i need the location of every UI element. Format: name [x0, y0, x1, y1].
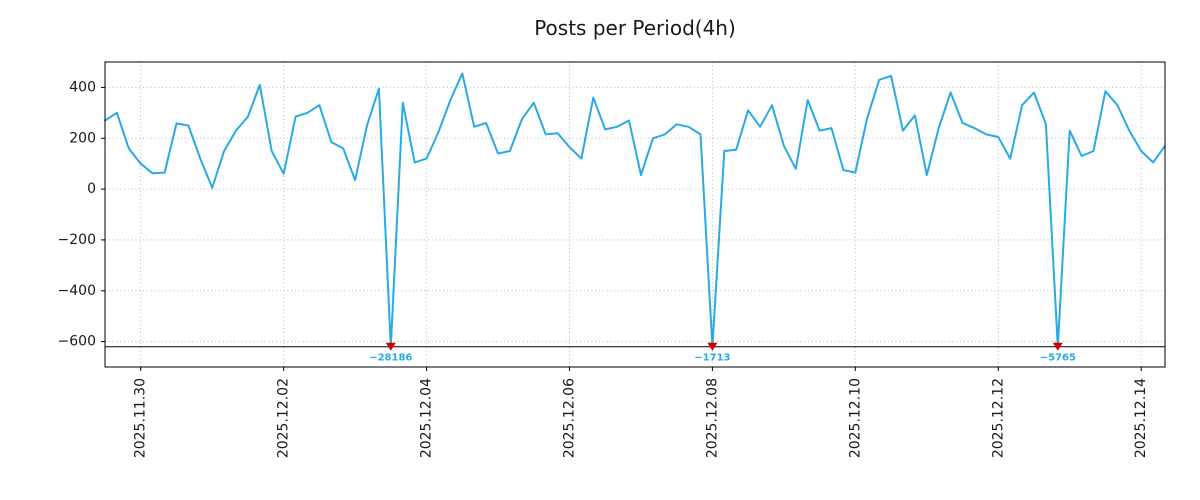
x-tick-label: 2025.12.10	[847, 378, 863, 458]
spike-marker	[707, 342, 718, 351]
y-tick-label: 400	[69, 79, 96, 95]
x-tick-label: 2025.12.02	[276, 378, 292, 458]
x-tick-label: 2025.12.12	[990, 378, 1006, 458]
spike-marker	[1052, 342, 1063, 351]
spike-annotation: −28186	[369, 353, 412, 364]
x-tick-label: 2025.11.30	[133, 378, 149, 458]
spike-annotation: −1713	[694, 353, 730, 364]
plot-frame	[104, 61, 1166, 368]
x-tick-label: 2025.12.08	[704, 378, 720, 458]
x-tick-label: 2025.12.06	[562, 378, 578, 458]
y-tick-label: 200	[69, 130, 96, 146]
x-tick-label: 2025.12.04	[419, 378, 435, 458]
chart-title: Posts per Period(4h)	[534, 16, 736, 40]
y-tick-label: −400	[58, 283, 96, 299]
spike-annotation: −5765	[1040, 353, 1076, 364]
y-tick-label: −200	[58, 232, 96, 248]
y-tick-label: 0	[87, 181, 96, 197]
spike-marker	[385, 342, 396, 351]
series-line	[104, 72, 1166, 348]
y-tick-label: −600	[58, 334, 96, 350]
x-tick-label: 2025.12.14	[1133, 378, 1149, 458]
